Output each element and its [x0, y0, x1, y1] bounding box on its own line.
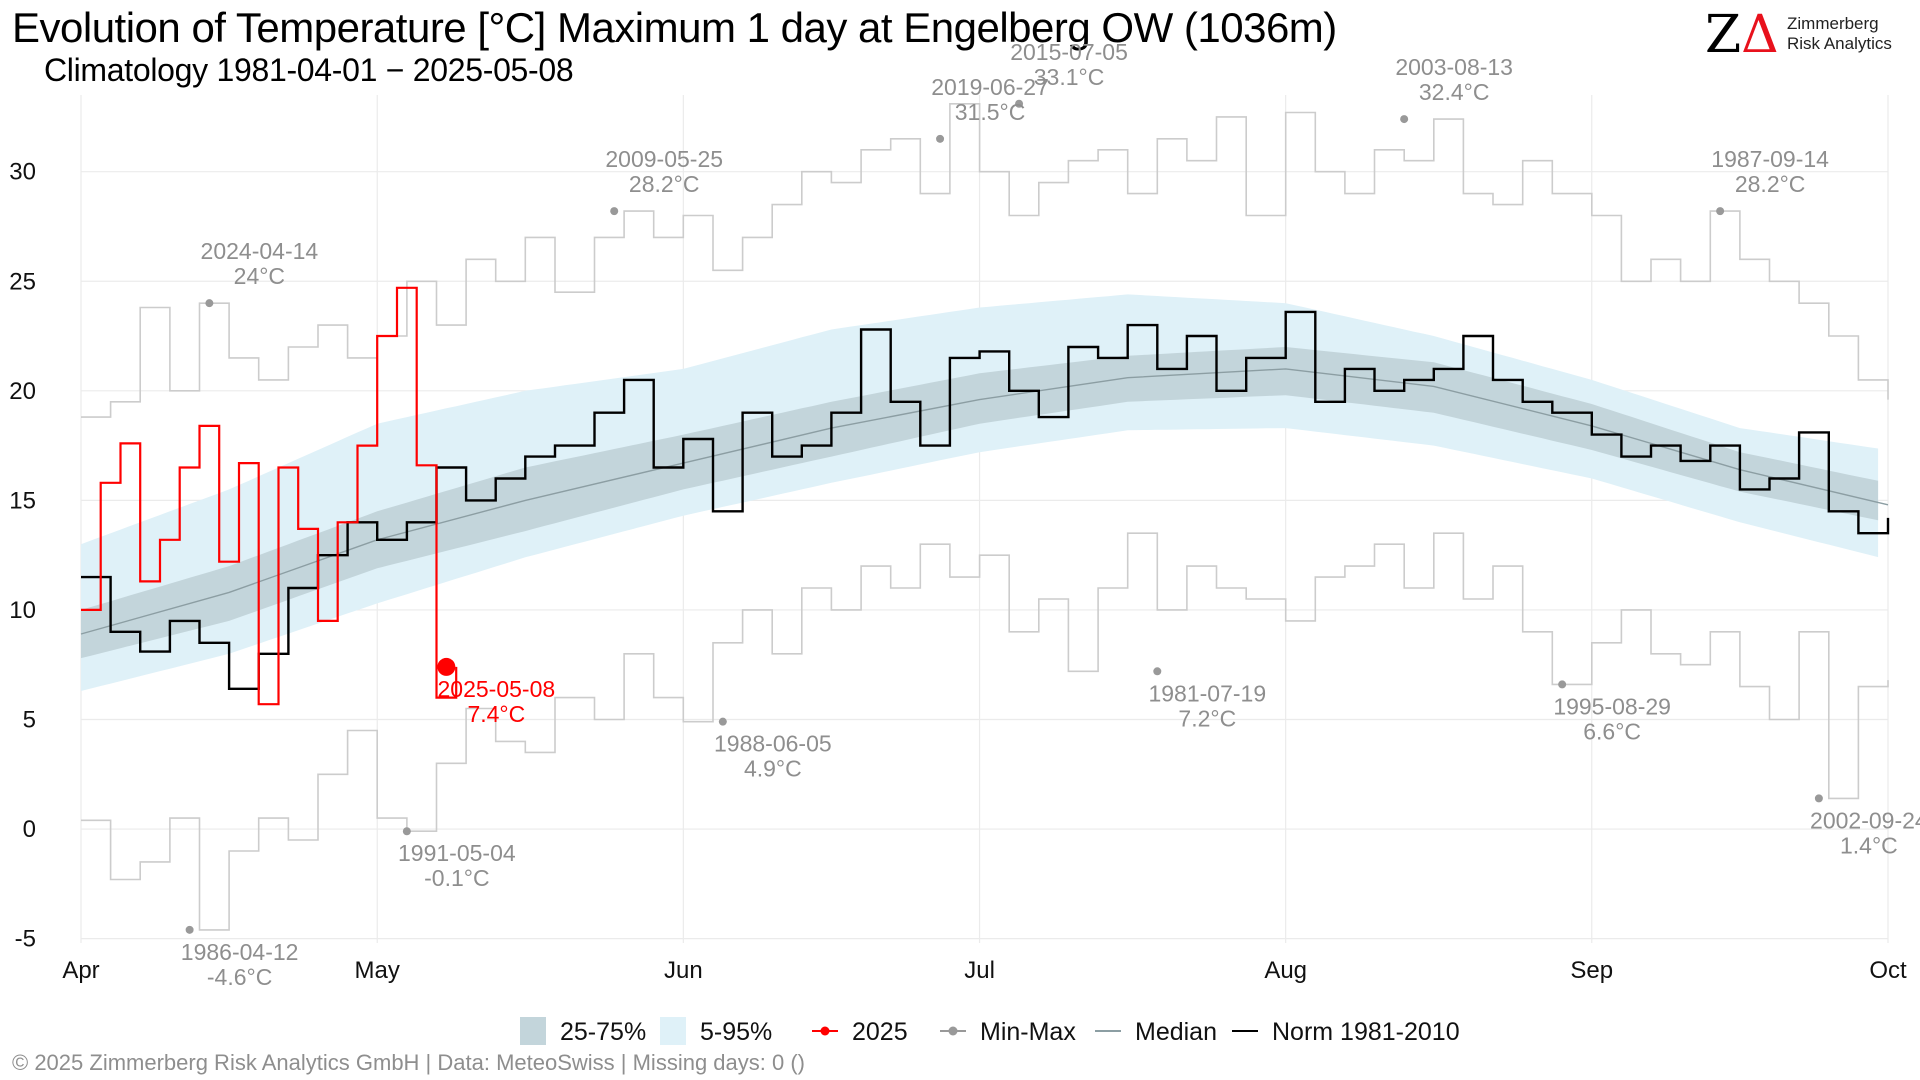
- annotation-point-5: [1716, 207, 1725, 216]
- annotation-date-11: 2002-09-24: [1810, 807, 1920, 833]
- norm-line: [81, 310, 1890, 690]
- y-tick-label-5: 20: [9, 378, 36, 405]
- legend-label-3: Min-Max: [980, 1018, 1076, 1046]
- logo-line1: Zimmerberg: [1787, 14, 1879, 33]
- y-tick-label-7: 30: [9, 159, 36, 186]
- legend-label-1: 5-95%: [700, 1018, 772, 1046]
- footer-credits: © 2025 Zimmerberg Risk Analytics GmbH | …: [12, 1050, 805, 1075]
- annotation-value-8: 4.9°C: [744, 756, 802, 782]
- annotation-value-5: 28.2°C: [1735, 171, 1806, 197]
- legend: 25-75% 5-95% 2025 Min-Max Median Norm 1981-20…: [520, 1017, 1460, 1046]
- annotation-date-7: 1991-05-04: [398, 840, 516, 866]
- annotation-date-3: 2015-07-05: [1010, 39, 1128, 65]
- annotation-value-0: 24°C: [234, 263, 285, 289]
- annotation-value-7: -0.1°C: [424, 865, 489, 891]
- annotation-date-0: 2024-04-14: [201, 238, 319, 264]
- min-record-line: [81, 532, 1889, 931]
- chart-title: Evolution of Temperature [°C] Maximum 1 …: [12, 4, 1337, 51]
- x-tick-label-3: Jul: [964, 957, 995, 984]
- x-tick-label-0: Apr: [62, 957, 99, 984]
- annotation-date-6: 1986-04-12: [181, 939, 299, 965]
- annotation-date-9: 1981-07-19: [1148, 680, 1266, 706]
- annotation-point-2: [936, 134, 945, 143]
- annotation-point-0: [205, 299, 214, 308]
- annotation-date-2: 2019-06-27: [931, 74, 1049, 100]
- annotation-labels: 2024-04-1424°C2009-05-2528.2°C2019-06-27…: [181, 39, 1920, 990]
- logo-name: Zimmerberg Risk Analytics: [1787, 14, 1892, 54]
- annotation-value-6: -4.6°C: [207, 964, 272, 990]
- annotation-point-7: [402, 827, 411, 836]
- annotation-point-9: [1153, 667, 1162, 676]
- legend-label-2: 2025: [852, 1018, 908, 1046]
- annotation-date-12: 2025-05-08: [438, 676, 556, 702]
- annotation-date-5: 1987-09-14: [1711, 146, 1829, 172]
- annotation-point-1: [610, 207, 619, 216]
- annotation-value-2: 31.5°C: [955, 99, 1026, 125]
- annotation-point-6: [185, 925, 194, 934]
- annotation-date-1: 2009-05-25: [605, 146, 723, 172]
- y-tick-label-4: 15: [9, 487, 36, 514]
- annotation-date-4: 2003-08-13: [1395, 54, 1513, 80]
- band-25-75: [81, 347, 1879, 659]
- annotation-value-10: 6.6°C: [1583, 718, 1641, 744]
- annotation-value-12: 7.4°C: [467, 701, 525, 727]
- annotation-value-3: 33.1°C: [1034, 64, 1105, 90]
- y-tick-label-0: -5: [15, 926, 36, 953]
- annotation-date-10: 1995-08-29: [1553, 693, 1671, 719]
- x-axis: Apr May Jun Jul Aug Sep Oct: [62, 957, 1907, 984]
- y-tick-label-2: 5: [23, 706, 36, 733]
- chart-subtitle: Climatology 1981-04-01 − 2025-05-08: [44, 52, 574, 88]
- legend-key-point-3: [948, 1026, 958, 1036]
- annotation-value-4: 32.4°C: [1419, 79, 1490, 105]
- legend-label-0: 25-75%: [560, 1018, 646, 1046]
- x-tick-label-4: Aug: [1264, 957, 1307, 984]
- annotation-date-8: 1988-06-05: [714, 731, 832, 757]
- legend-label-4: Median: [1135, 1018, 1217, 1046]
- x-tick-label-1: May: [355, 957, 400, 984]
- annotation-value-1: 28.2°C: [629, 171, 700, 197]
- y-tick-label-1: 0: [23, 816, 36, 843]
- legend-key-point-2: [820, 1026, 830, 1036]
- x-tick-label-2: Jun: [664, 957, 703, 984]
- logo-mark-icon: ZΔ: [1705, 5, 1779, 65]
- annotation-point-10: [1558, 680, 1567, 689]
- company-logo: ZΔ Zimmerberg Risk Analytics: [1705, 5, 1905, 65]
- annotation-point-8: [718, 717, 727, 726]
- annotation-point-3: [1015, 99, 1024, 108]
- annotation-value-11: 1.4°C: [1840, 832, 1898, 858]
- x-tick-label-6: Oct: [1869, 957, 1907, 984]
- x-tick-label-5: Sep: [1570, 957, 1613, 984]
- annotation-points: [185, 99, 1823, 934]
- annotation-point-4: [1400, 115, 1409, 124]
- legend-label-5: Norm 1981-2010: [1272, 1018, 1460, 1046]
- series-2025-line: [81, 286, 458, 706]
- annotation-value-9: 7.2°C: [1178, 705, 1236, 731]
- percentile-bands: [81, 294, 1879, 691]
- legend-key-0: [520, 1017, 546, 1045]
- y-tick-label-3: 10: [9, 597, 36, 624]
- y-tick-label-6: 25: [9, 268, 36, 295]
- legend-key-1: [660, 1017, 686, 1045]
- series-lines: [80, 103, 1890, 931]
- logo-line2: Risk Analytics: [1787, 34, 1892, 53]
- annotation-point-11: [1814, 794, 1823, 803]
- y-axis: -5 0 5 10 15 20 25 30: [9, 159, 36, 953]
- annotation-point-12: [437, 657, 456, 676]
